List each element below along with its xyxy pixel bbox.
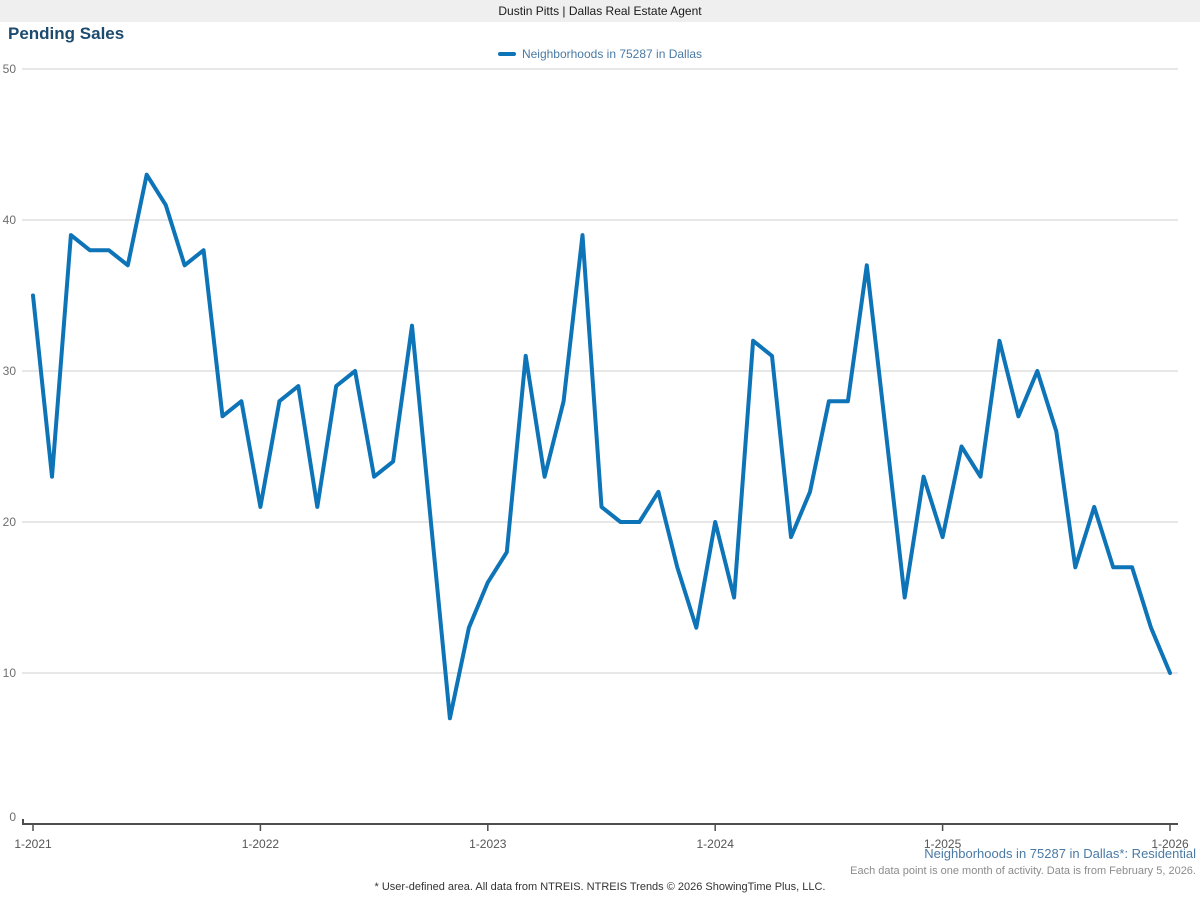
y-axis-label: 10: [3, 666, 17, 680]
y-axis-label: 40: [3, 213, 17, 227]
y-axis-label: 50: [3, 62, 17, 76]
x-axis-label: 1-2025: [924, 837, 962, 851]
x-axis-label: 1-2022: [242, 837, 280, 851]
x-axis-label: 1-2026: [1151, 837, 1189, 851]
pending-sales-line: [31, 172, 1172, 721]
footnote-attribution: * User-defined area. All data from NTREI…: [374, 881, 826, 893]
header-title: Dustin Pitts | Dallas Real Estate Agent: [498, 4, 702, 18]
legend-label: Neighborhoods in 75287 in Dallas: [521, 47, 703, 61]
footnote-series: Neighborhoods in 75287 in Dallas*: Resid…: [924, 846, 1196, 861]
page-title: Pending Sales: [8, 24, 125, 43]
x-axis-label: 1-2023: [469, 837, 507, 851]
x-axis-label: 1-2021: [14, 837, 52, 851]
y-axis-label: 30: [3, 364, 17, 378]
y-axis-label: 20: [3, 515, 17, 529]
header-bar: Dustin Pitts | Dallas Real Estate Agent: [0, 0, 1200, 22]
footnote-datapoint: Each data point is one month of activity…: [850, 865, 1196, 877]
chart-legend: Neighborhoods in 75287 in Dallas: [0, 47, 1200, 61]
legend-line-swatch: [497, 52, 516, 56]
x-axis-label: 1-2024: [697, 837, 735, 851]
y-axis-label: 0: [9, 810, 16, 824]
